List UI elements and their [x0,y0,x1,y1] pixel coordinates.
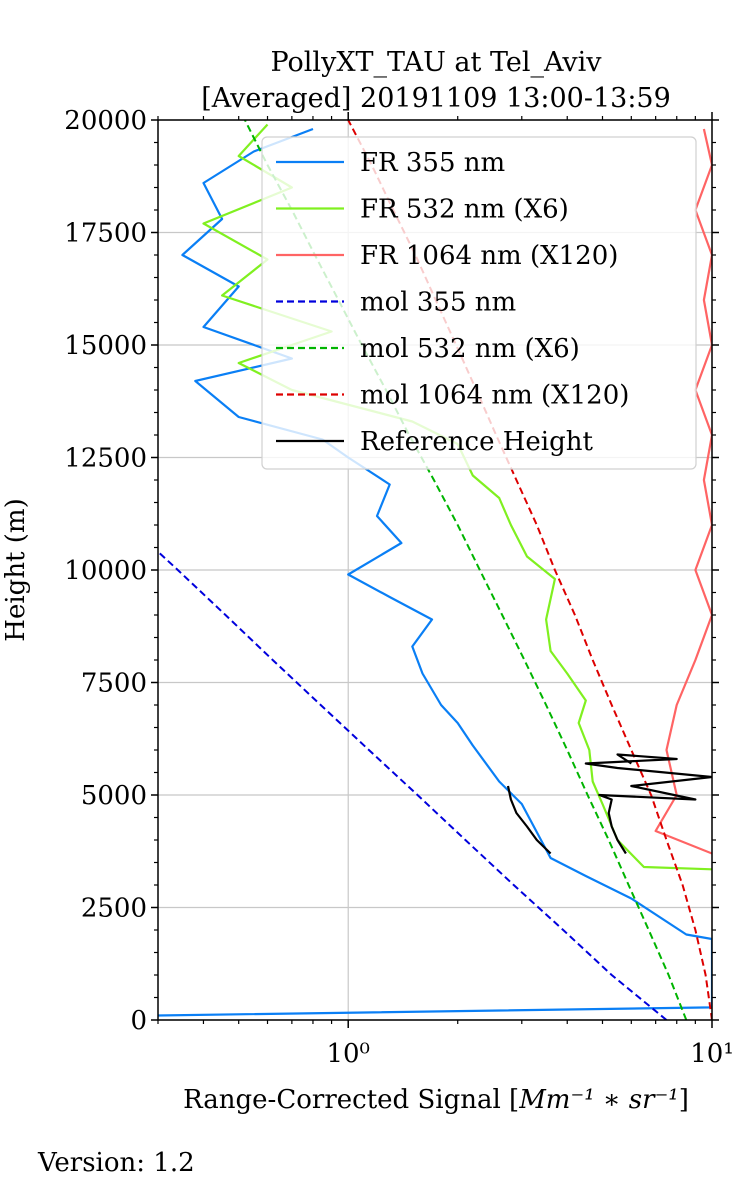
legend-entry-1: FR 532 nm (X6) [360,195,569,225]
series-line-4 [244,120,688,1020]
legend-entry-0: FR 355 nm [360,148,505,178]
legend: FR 355 nm FR 532 nm (X6) FR 1064 nm (X120)… [261,136,697,470]
y-tick-label: 10000 [64,556,147,586]
legend-entry-4: mol 532 nm (X6) [360,334,580,364]
y-tick-label: 0 [130,1006,147,1036]
y-tick-label: 17500 [64,219,147,249]
y-axis-label: Height (m) [1,498,31,641]
legend-entry-3: mol 355 nm [360,288,516,318]
version-label: Version: 1.2 [38,1148,195,1178]
series-line-6 [506,785,552,855]
x-tick-label: 10⁰ [326,1039,370,1069]
series-line-6 [584,753,712,855]
chart-subtitle: [Averaged] 20191109 13:00-13:59 [201,83,671,114]
x-tick-label: 10¹ [690,1039,734,1069]
y-tick-label: 12500 [64,444,147,474]
legend-entry-5: mol 1064 nm (X120) [360,381,629,411]
legend-entry-6: Reference Height [360,427,594,457]
plot-area [158,120,712,1020]
legend-entry-2: FR 1064 nm (X120) [360,241,618,271]
y-tick-label: 20000 [64,106,147,136]
plot-frame [157,119,713,1021]
y-tick-label: 5000 [81,781,147,811]
legend-box [261,136,697,470]
y-tick-label: 2500 [81,894,147,924]
series-line-1 [202,123,712,871]
series-line-3 [158,550,668,1020]
series-line-0 [158,127,712,1017]
x-axis-label: Range-Corrected Signal [Mm⁻¹ ∗ sr⁻¹] [183,1085,689,1115]
chart-title: PollyXT_TAU at Tel_Aviv [270,47,602,78]
y-tick-label: 7500 [81,669,147,699]
y-tick-label: 15000 [64,331,147,361]
